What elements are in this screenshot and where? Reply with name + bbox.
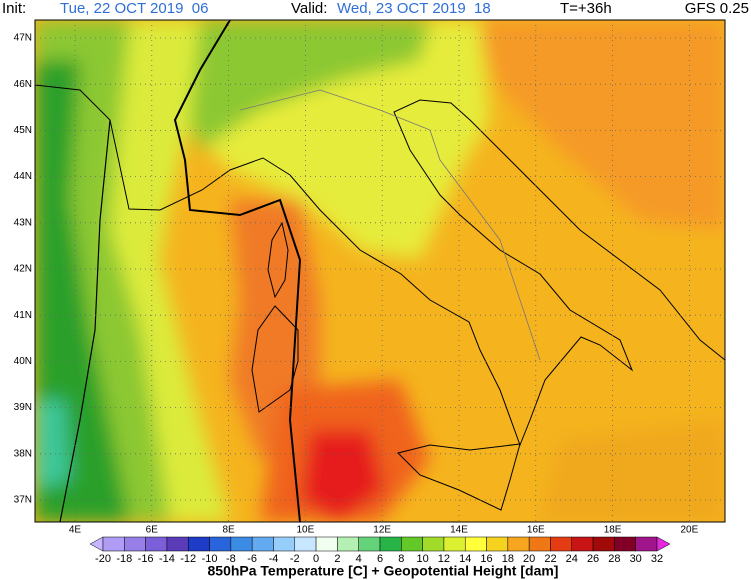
colorbar-label: 6 xyxy=(377,553,383,565)
colorbar-swatch xyxy=(294,536,317,552)
colorbar-label: -14 xyxy=(159,553,175,565)
lon-label: 16E xyxy=(527,525,545,536)
colorbar-swatch xyxy=(422,536,445,552)
colorbar-swatch xyxy=(614,536,636,552)
colorbar-swatch xyxy=(166,536,189,552)
lon-label: 14E xyxy=(450,525,468,536)
colorbar-swatch xyxy=(507,536,530,552)
colorbar-swatch xyxy=(273,536,296,552)
colorbar-swatch xyxy=(550,536,573,552)
lon-label: 8E xyxy=(222,525,235,536)
colorbar-label: 12 xyxy=(438,553,450,565)
colorbar-label: 22 xyxy=(544,553,556,565)
colorbar-label: -8 xyxy=(226,553,236,565)
valid-label: Valid: xyxy=(291,0,327,17)
colorbar-swatch xyxy=(102,536,125,552)
colorbar-label: 18 xyxy=(502,553,514,565)
colorbar-swatch xyxy=(571,536,594,552)
colorbar-label: 4 xyxy=(356,553,362,565)
colorbar-label: 30 xyxy=(630,553,642,565)
lead-time: T=+36h xyxy=(560,0,612,17)
lat-label: 40N xyxy=(14,356,32,367)
colorbar-swatch xyxy=(464,536,487,552)
map-frame xyxy=(34,19,726,523)
lon-label: 4E xyxy=(69,525,82,536)
colorbar-swatch xyxy=(315,536,338,552)
model-name: GFS 0.25 xyxy=(685,0,749,17)
colorbar-swatch xyxy=(209,536,232,552)
colorbar-label: 10 xyxy=(416,553,428,565)
colorbar-label: -4 xyxy=(269,553,279,565)
lat-label: 44N xyxy=(14,171,32,182)
colorbar-swatch xyxy=(443,536,466,552)
coastlines xyxy=(35,20,725,522)
lat-label: 38N xyxy=(14,448,32,459)
colorbar-swatch xyxy=(187,536,210,552)
colorbar-label: -6 xyxy=(247,553,257,565)
lat-label: 47N xyxy=(14,33,32,44)
colorbar-caption: 850hPa Temperature [C] + Geopotential He… xyxy=(208,563,559,579)
colorbar-label: 2 xyxy=(334,553,340,565)
colorbar-label: 16 xyxy=(480,553,492,565)
colorbar-swatch xyxy=(379,536,402,552)
lon-label: 18E xyxy=(604,525,622,536)
colorbar-swatch xyxy=(401,536,423,552)
lon-label: 6E xyxy=(146,525,159,536)
colorbar-label: -12 xyxy=(180,553,196,565)
colorbar-swatch xyxy=(145,536,168,552)
colorbar-label: 0 xyxy=(313,553,319,565)
colorbar-label: -2 xyxy=(290,553,300,565)
lat-label: 45N xyxy=(14,125,32,136)
colorbar-swatch xyxy=(337,536,359,552)
lat-label: 43N xyxy=(14,217,32,228)
colorbar-swatch xyxy=(486,536,509,552)
colorbar-swatch xyxy=(124,536,146,552)
lon-label: 20E xyxy=(681,525,699,536)
colorbar-label: 14 xyxy=(459,553,471,565)
init-label: Init: xyxy=(2,0,26,17)
colorbar-label: -10 xyxy=(202,553,218,565)
temperature-field xyxy=(35,20,725,522)
colorbar: -20 -18 -16 -14 -12 -10 -8 -6 -4 -2 0 2 4 6 8 10 12 14 16 1… xyxy=(89,536,671,565)
lat-label: 39N xyxy=(14,402,32,413)
colorbar-swatch xyxy=(230,536,253,552)
lat-label: 41N xyxy=(14,310,32,321)
colorbar-swatch xyxy=(592,536,615,552)
colorbar-label: 20 xyxy=(523,553,535,565)
colorbar-label: 28 xyxy=(608,553,620,565)
colorbar-swatch xyxy=(528,536,551,552)
init-time: Tue, 22 OCT 2019 06 xyxy=(60,0,208,17)
colorbar-swatch xyxy=(635,536,658,552)
graticule xyxy=(35,20,725,522)
colorbar-arrow xyxy=(89,536,104,552)
colorbar-label: 32 xyxy=(651,553,663,565)
axis-labels: 47N 46N 45N 44N 43N 42N 41N 40N 39N 38N 37N 4E 6E 8E 1… xyxy=(14,33,699,536)
colorbar-label: -18 xyxy=(116,553,132,565)
lat-label: 37N xyxy=(14,495,32,506)
colorbar-label: -20 xyxy=(95,553,111,565)
lon-label: 10E xyxy=(297,525,315,536)
lon-label: 12E xyxy=(373,525,391,536)
colorbar-arrow xyxy=(656,536,671,552)
colorbar-label: 24 xyxy=(566,553,578,565)
colorbar-swatch xyxy=(251,536,274,552)
valid-time: Wed, 23 OCT 2019 18 xyxy=(337,0,491,17)
lat-label: 46N xyxy=(14,79,32,90)
colorbar-label: -16 xyxy=(138,553,154,565)
colorbar-swatch xyxy=(358,536,381,552)
colorbar-label: 26 xyxy=(587,553,599,565)
colorbar-label: 8 xyxy=(398,553,404,565)
lat-label: 42N xyxy=(14,264,32,275)
